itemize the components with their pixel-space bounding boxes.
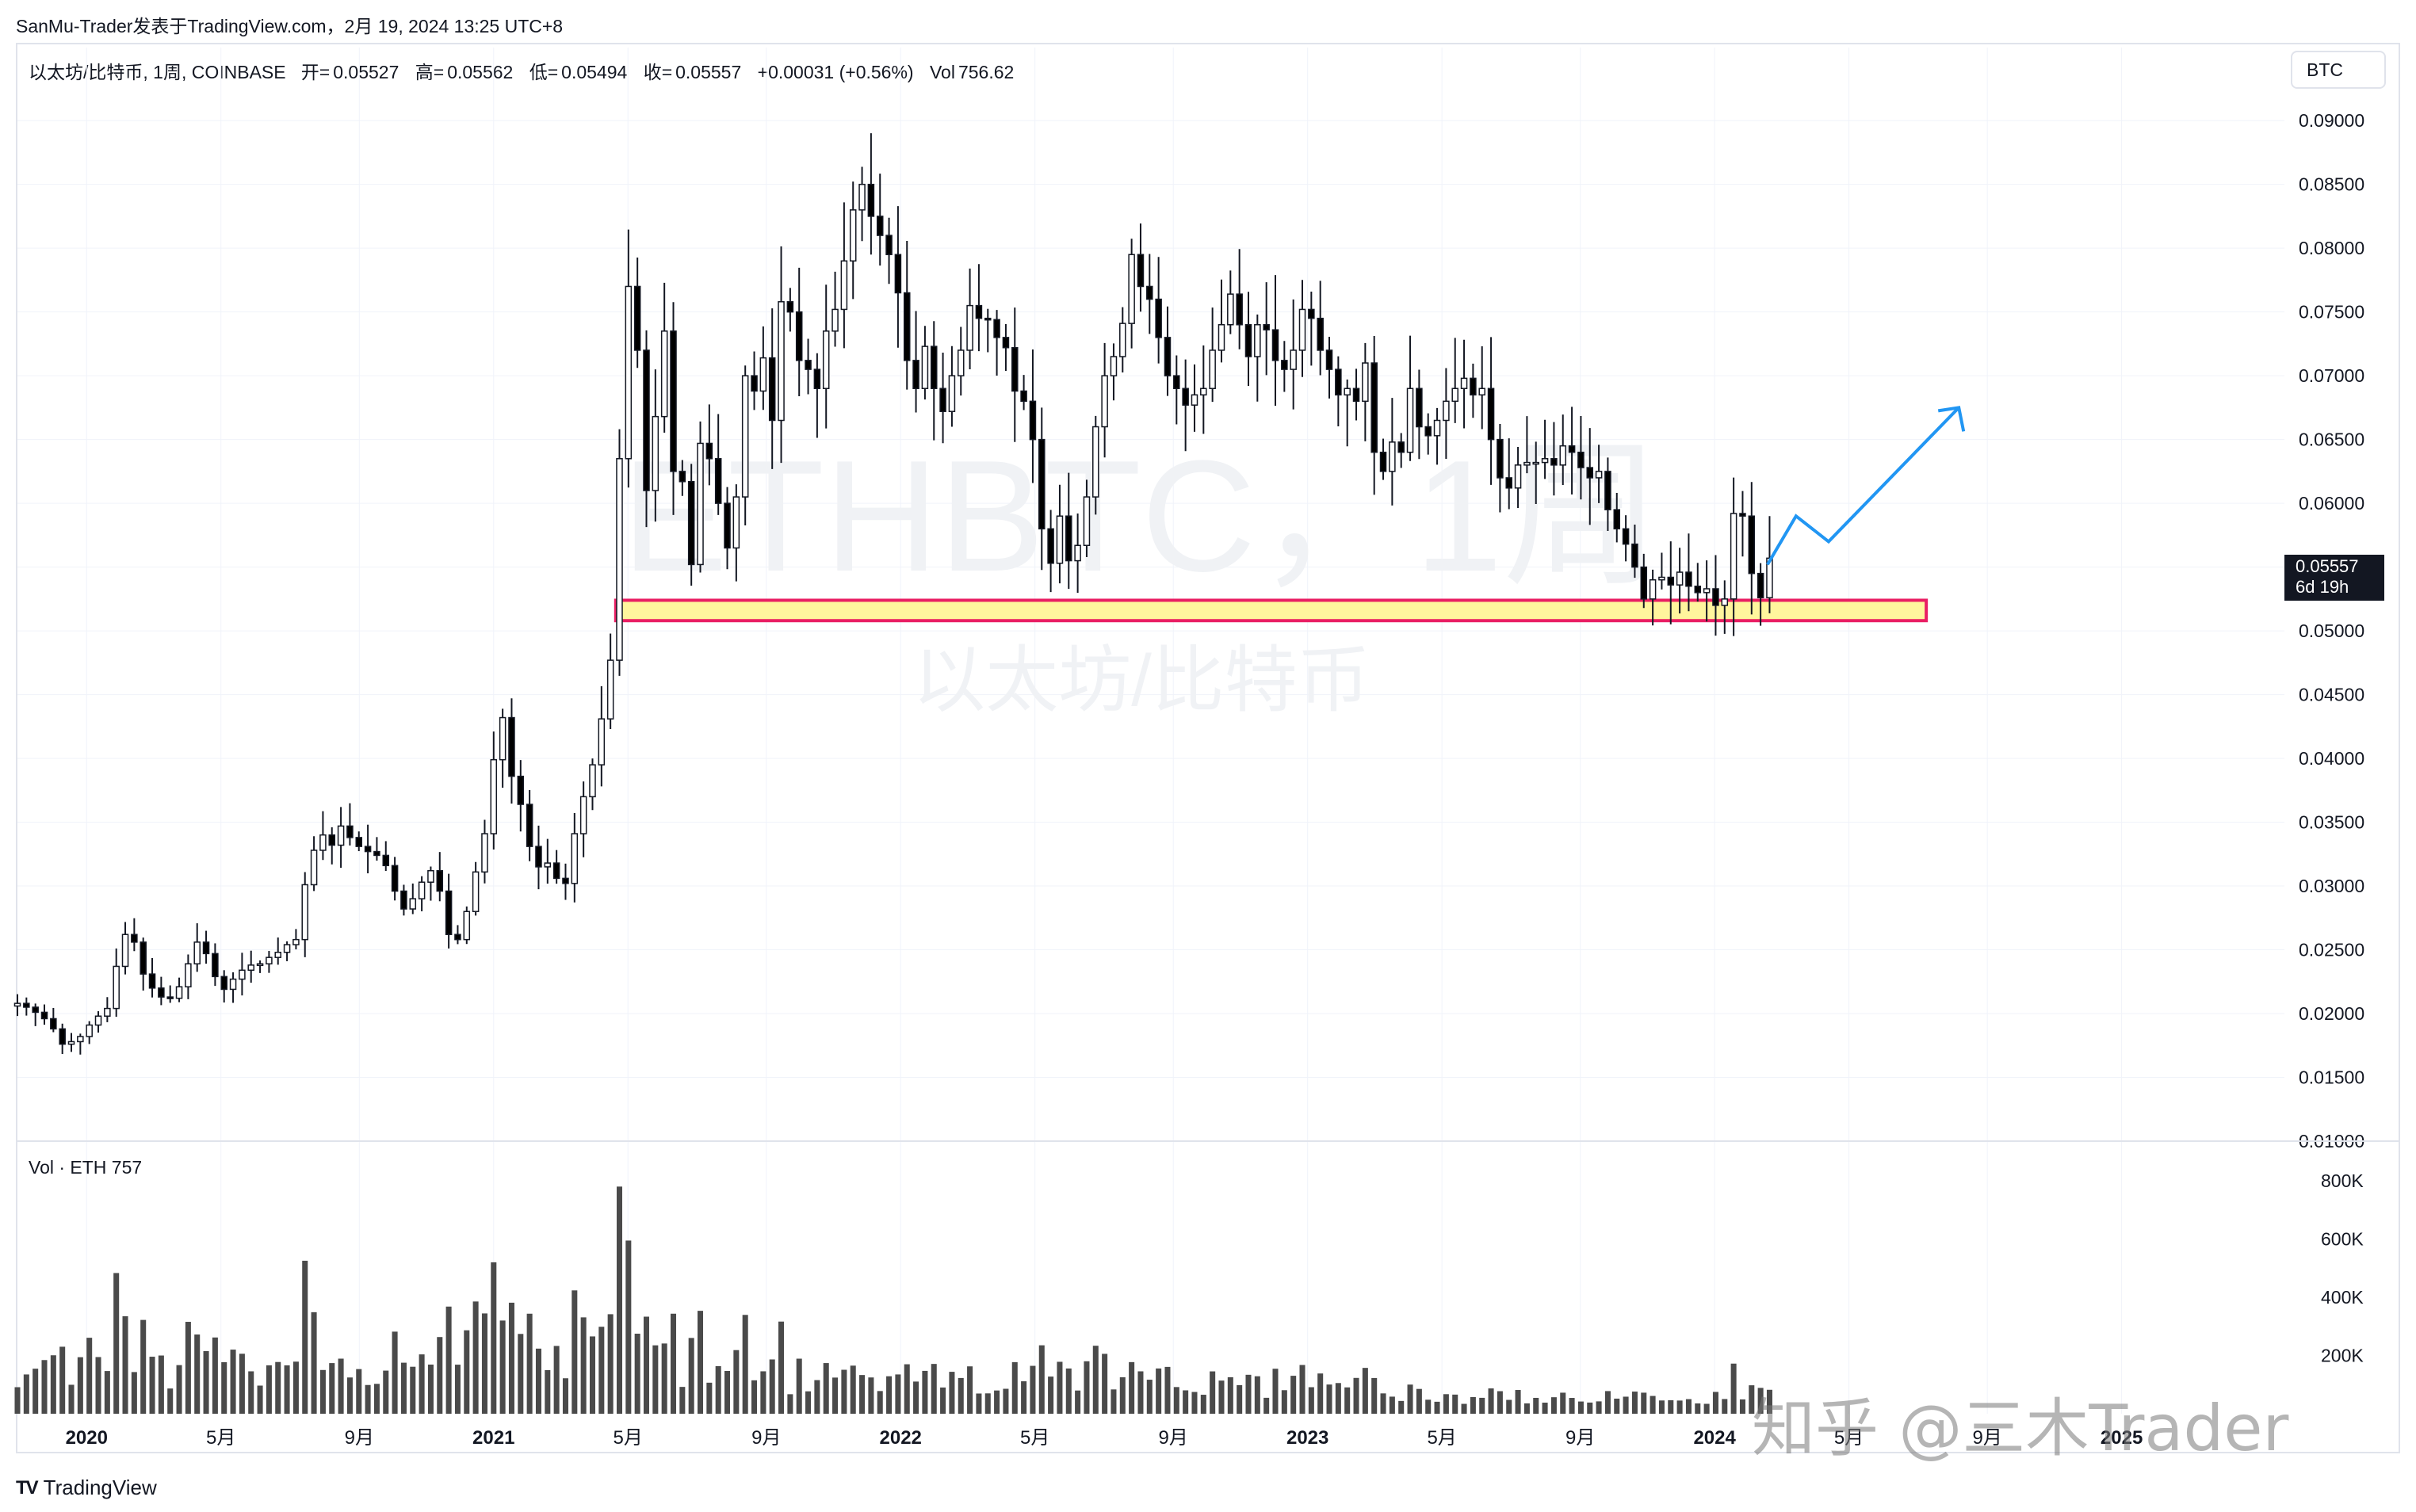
change-value: +0.00031 (+0.56%) xyxy=(757,62,914,82)
bar-countdown: 6d 19h xyxy=(2296,577,2349,597)
ohlc-legend: 以太坊/比特币, 1周, COINBASE 开= 0.05527 高= 0.0556… xyxy=(29,57,1025,84)
low-value: 0.05494 xyxy=(561,62,628,82)
open-label: 开= xyxy=(300,62,331,82)
low-label: 低= xyxy=(529,62,559,82)
last-price-tag: 0.05557 6d 19h xyxy=(2284,555,2384,601)
vol-value: 756.62 xyxy=(958,62,1015,82)
tradingview-logo-text: TradingView xyxy=(43,1476,157,1499)
chart-frame xyxy=(16,43,2400,1453)
volume-legend: Vol · ETH 757 xyxy=(29,1157,143,1178)
tradingview-logo[interactable]: TV TradingView xyxy=(16,1476,157,1500)
currency-button[interactable]: BTC xyxy=(2291,51,2386,89)
open-value: 0.05527 xyxy=(333,62,399,82)
tradingview-mark-icon: TV xyxy=(16,1476,39,1499)
vol-label: Vol xyxy=(929,62,955,82)
symbol-title[interactable]: 以太坊/比特币, 1周, COINBASE xyxy=(29,62,286,82)
last-price-value: 0.05557 xyxy=(2296,556,2359,576)
high-label: 高= xyxy=(415,62,445,82)
zhihu-watermark: 知乎 @三木Trader xyxy=(1752,1392,2289,1465)
close-label: 收= xyxy=(643,62,673,82)
post-attribution: SanMu-Trader发表于TradingView.com，2月 19, 20… xyxy=(16,16,564,36)
high-value: 0.05562 xyxy=(447,62,514,82)
close-value: 0.05557 xyxy=(675,62,742,82)
